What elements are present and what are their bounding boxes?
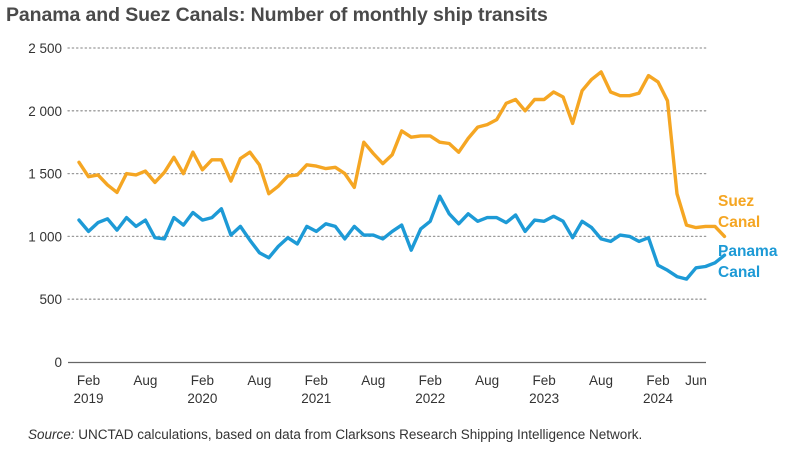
x-tick-year-label: 2021 (301, 391, 331, 406)
x-tick-label: Feb (532, 373, 555, 388)
series-labels: Suez Canal Panama Canal (718, 193, 778, 281)
source-label: Source: (28, 427, 75, 442)
suez-canal-line (77, 70, 727, 239)
x-tick-year-label: 2019 (73, 391, 103, 406)
y-tick-label: 500 (39, 292, 62, 307)
panama-canal-label: Panama (718, 243, 778, 260)
x-tick-label: Aug (475, 373, 499, 388)
x-tick-label: Aug (589, 373, 613, 388)
x-tick-label: Aug (133, 373, 157, 388)
x-tick-year-label: 2023 (529, 391, 559, 406)
x-tick-label: Feb (191, 373, 214, 388)
panama-canal-label: Canal (718, 264, 760, 281)
chart-title: Panama and Suez Canals: Number of monthl… (6, 4, 548, 26)
source-text: UNCTAD calculations, based on data from … (78, 427, 643, 442)
suez-canal-label: Canal (718, 214, 760, 231)
y-tick-label: 1 500 (28, 167, 62, 182)
y-tick-label: 1 000 (28, 229, 62, 244)
x-tick-label: Feb (77, 373, 100, 388)
x-tick-label: Feb (305, 373, 328, 388)
x-axis: Feb 2019 Aug Feb 2020 Aug Feb 2021 Aug Feb 2022 Aug… (68, 361, 707, 406)
x-tick-year-label: 2022 (415, 391, 445, 406)
y-tick-label: 2 500 (28, 41, 62, 56)
y-axis-tick-labels: 0 500 1 000 1 500 2 000 2 500 (28, 41, 62, 370)
y-tick-label: 0 (54, 355, 62, 370)
source-note: Source: UNCTAD calculations, based on da… (28, 427, 642, 442)
line-chart: 0 500 1 000 1 500 2 000 2 500 Feb 2019 Aug Feb 20… (28, 41, 778, 406)
x-tick-label: Aug (247, 373, 271, 388)
panama-canal-line (77, 194, 727, 281)
x-tick-year-label: 2020 (187, 391, 217, 406)
series-lines (77, 70, 727, 281)
x-tick-label: Aug (361, 373, 385, 388)
x-tick-label: Feb (419, 373, 442, 388)
x-tick-label: Feb (646, 373, 669, 388)
x-tick-year-label: 2024 (643, 391, 674, 406)
suez-canal-label: Suez (718, 193, 754, 210)
y-tick-label: 2 000 (28, 104, 62, 119)
x-tick-label: Jun (685, 373, 707, 388)
